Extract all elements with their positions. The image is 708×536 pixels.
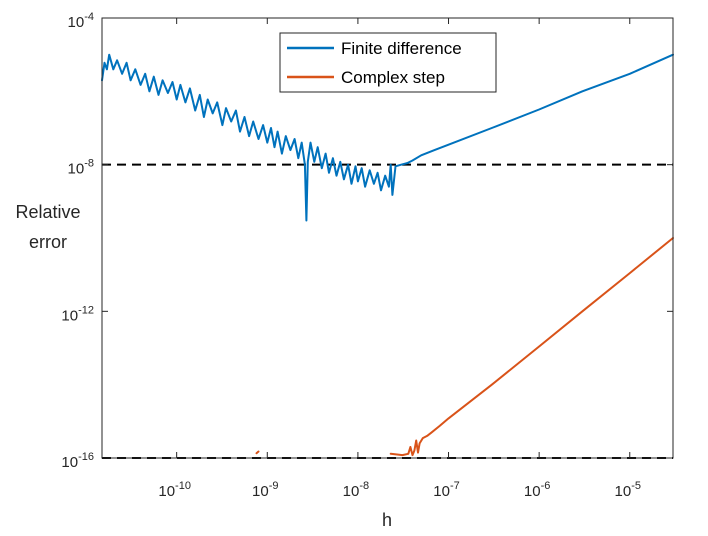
- y-tick-label: 10-8: [68, 158, 94, 178]
- axis-ticks: [102, 17, 673, 459]
- legend-box: [279, 32, 497, 93]
- legend: Finite difference Complex step: [279, 32, 497, 93]
- x-tick-label: 10-6: [524, 480, 550, 500]
- x-tick-label: 10-9: [252, 480, 278, 500]
- plot-frame: [101, 17, 674, 459]
- y-axis-label-line-2: error: [29, 232, 67, 252]
- x-axis-label: h: [382, 510, 392, 530]
- x-tick-label: 10-5: [615, 480, 641, 500]
- series-layer: [101, 53, 674, 457]
- legend-label-complex-step: Complex step: [341, 68, 445, 87]
- x-tick-label: 10-8: [343, 480, 369, 500]
- series-line-complex-step-segment-2: [389, 237, 674, 457]
- y-axis-label-line-1: Relative: [15, 202, 80, 222]
- y-tick-label: 10-4: [68, 11, 94, 31]
- y-tick-label: 10-12: [61, 304, 94, 324]
- y-tick-label: 10-16: [61, 451, 94, 471]
- tick-labels: 10-10 10-9 10-8 10-7 10-6 10-5 10-16 10-12 10-8 1…: [61, 11, 641, 500]
- legend-label-finite-difference: Finite difference: [341, 39, 462, 58]
- x-tick-label: 10-10: [158, 480, 191, 500]
- series-line-complex-step-segment-1: [255, 450, 260, 455]
- x-tick-label: 10-7: [433, 480, 459, 500]
- series-line-finite-difference: [101, 53, 674, 222]
